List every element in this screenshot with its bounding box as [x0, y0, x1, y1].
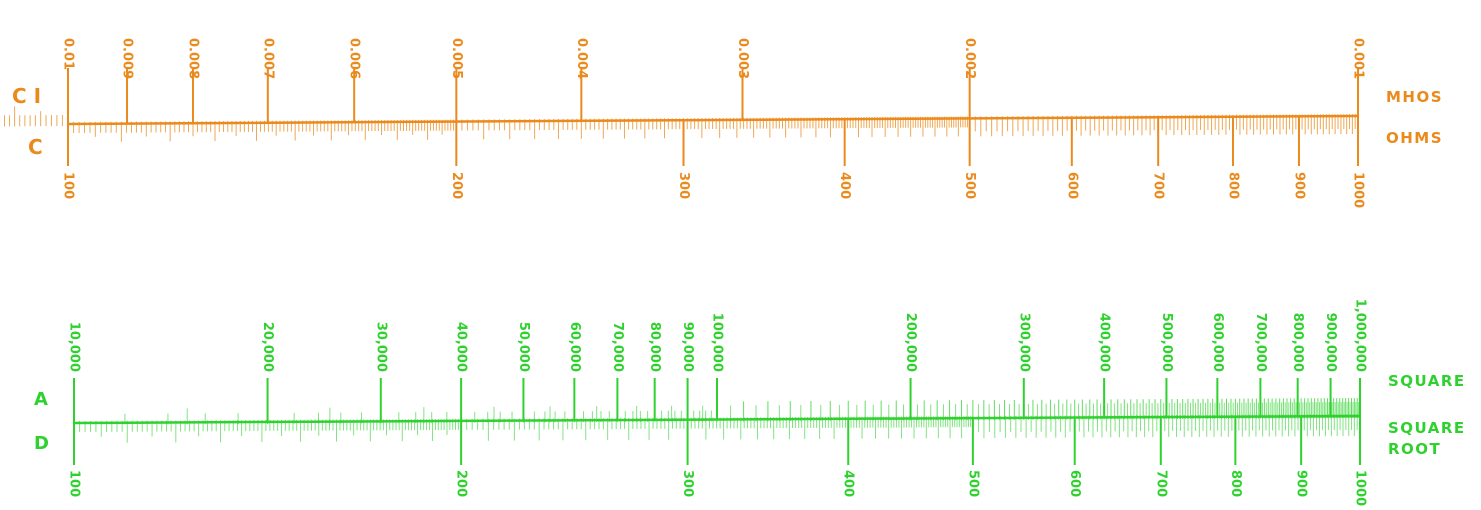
d-tick-label: 500	[965, 470, 980, 497]
c-tick-label: 300	[676, 172, 691, 199]
ohms-unit-label: OHMS	[1386, 129, 1443, 147]
square-root-unit-label-line1: SQUARE	[1388, 419, 1466, 437]
ci-scale-major-ticks	[67, 68, 1359, 124]
a-tick-label: 30,000	[373, 322, 388, 372]
ci-tick-label: 0.006	[347, 38, 362, 79]
ci-tick-label: 0.005	[449, 38, 464, 79]
a-scale-tick-labels: 10,000 20,000 30,000 40,000 50,000 60,000 70,0…	[67, 299, 1368, 372]
c-tick-label: 1000	[1351, 172, 1366, 208]
a-tick-label: 100,000	[710, 313, 725, 372]
c-tick-label: 800	[1225, 172, 1240, 199]
d-scale-major-ticks	[73, 416, 1361, 465]
a-tick-label: 800,000	[1290, 313, 1305, 372]
a-tick-label: 90,000	[680, 322, 695, 372]
a-tick-label: 60,000	[567, 322, 582, 372]
a-tick-label: 700,000	[1253, 313, 1268, 372]
mhos-unit-label: MHOS	[1386, 88, 1443, 106]
c-scale-major-ticks	[67, 116, 1359, 166]
square-unit-label: SQUARE	[1388, 372, 1466, 390]
d-scale-tick-labels: 100 200 300 400 500 600 700 800 900 1000	[67, 470, 1368, 506]
c-scale-letter: C	[28, 135, 43, 159]
a-tick-label: 200,000	[903, 313, 918, 372]
d-tick-label: 700	[1153, 470, 1168, 497]
c-tick-label: 400	[837, 172, 852, 199]
a-d-scale-pair: 10,000 20,000 30,000 40,000 50,000 60,000 70,0…	[34, 299, 1466, 506]
a-tick-label: 400,000	[1097, 313, 1112, 372]
a-tick-label: 10,000	[67, 322, 82, 372]
d-tick-label: 800	[1228, 470, 1243, 497]
d-tick-label: 100	[67, 470, 82, 497]
c-tick-label: 200	[449, 172, 464, 199]
ci-tick-label: 0.008	[186, 38, 201, 79]
c-tick-label: 600	[1064, 172, 1079, 199]
a-tick-label: 500,000	[1159, 313, 1174, 372]
a-tick-label: 20,000	[260, 322, 275, 372]
square-root-unit-label-line2: ROOT	[1388, 440, 1441, 458]
d-tick-label: 600	[1067, 470, 1082, 497]
a-scale-major-ticks	[73, 378, 1361, 423]
c-tick-label: 100	[61, 172, 76, 199]
a-tick-label: 80,000	[647, 322, 662, 372]
d-tick-label: 300	[680, 470, 695, 497]
ci-tick-label: 0.003	[735, 38, 750, 79]
d-tick-label: 200	[454, 470, 469, 497]
c-tick-label: 700	[1151, 172, 1166, 199]
ci-tick-label: 0.002	[962, 38, 977, 79]
a-d-minor-ticks	[73, 398, 1361, 443]
a-scale-letter: A	[34, 389, 48, 410]
c-scale-tick-labels: 100 200 300 400 500 600 700 800 900 1000	[61, 172, 1366, 208]
a-tick-label: 50,000	[516, 322, 531, 372]
ci-scale-tick-labels: 0.01 0.009 0.008 0.007 0.006 0.005 0.004 0.003 0…	[61, 38, 1366, 79]
a-tick-label: 600,000	[1210, 313, 1225, 372]
ci-tick-label: 0.004	[574, 38, 589, 79]
ci-scale-letter: C I	[12, 84, 41, 108]
ci-tick-label: 0.009	[120, 38, 135, 79]
d-scale-letter: D	[34, 433, 49, 454]
ci-tick-label: 0.007	[260, 38, 275, 79]
a-tick-label: 900,000	[1323, 313, 1338, 372]
a-tick-label: 40,000	[454, 322, 469, 372]
c-tick-label: 900	[1291, 172, 1306, 199]
ci-tick-label: 0.001	[1351, 38, 1366, 79]
ci-c-minor-ticks	[0, 106, 1359, 142]
a-tick-label: 300,000	[1016, 313, 1031, 372]
c-tick-label: 500	[962, 172, 977, 199]
ci-c-scale-pair: 0.01 0.009 0.008 0.007 0.006 0.005 0.004 0.003 0…	[0, 38, 1443, 208]
ci-tick-label: 0.01	[61, 38, 76, 70]
d-tick-label: 400	[841, 470, 856, 497]
d-tick-label: 1000	[1353, 470, 1368, 506]
a-tick-label: 70,000	[610, 322, 625, 372]
a-tick-label: 1,000,000	[1353, 299, 1368, 372]
d-tick-label: 900	[1294, 470, 1309, 497]
